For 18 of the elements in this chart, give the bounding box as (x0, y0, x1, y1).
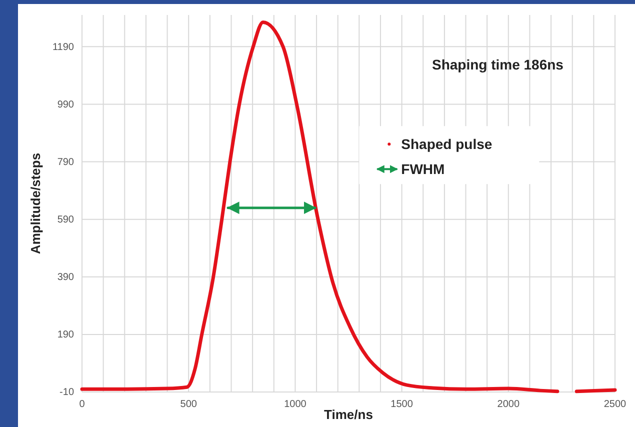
legend-label: Shaped pulse (401, 136, 492, 152)
y-tick-label: 1190 (52, 42, 74, 53)
x-tick-label: 2500 (604, 399, 627, 410)
y-tick-label: 590 (57, 214, 74, 226)
annotation: Shaping time 186ns (432, 56, 564, 73)
legend-label: FWHM (401, 161, 445, 178)
y-axis-title: Amplitude/steps (28, 152, 43, 254)
x-tick-label: 1500 (390, 399, 414, 410)
y-tick-label: 790 (57, 156, 74, 168)
y-tick-label: -10 (60, 387, 74, 398)
x-tick-label: 0 (79, 399, 86, 410)
y-tick-label: 190 (57, 330, 74, 341)
x-tick-label: 1000 (284, 399, 307, 410)
x-tick-label: 2000 (497, 399, 520, 410)
x-tick-label: 500 (180, 399, 198, 410)
y-tick-label: 990 (57, 99, 74, 110)
y-tick-label: 390 (57, 272, 74, 284)
x-axis-title: Time/ns (324, 407, 373, 422)
